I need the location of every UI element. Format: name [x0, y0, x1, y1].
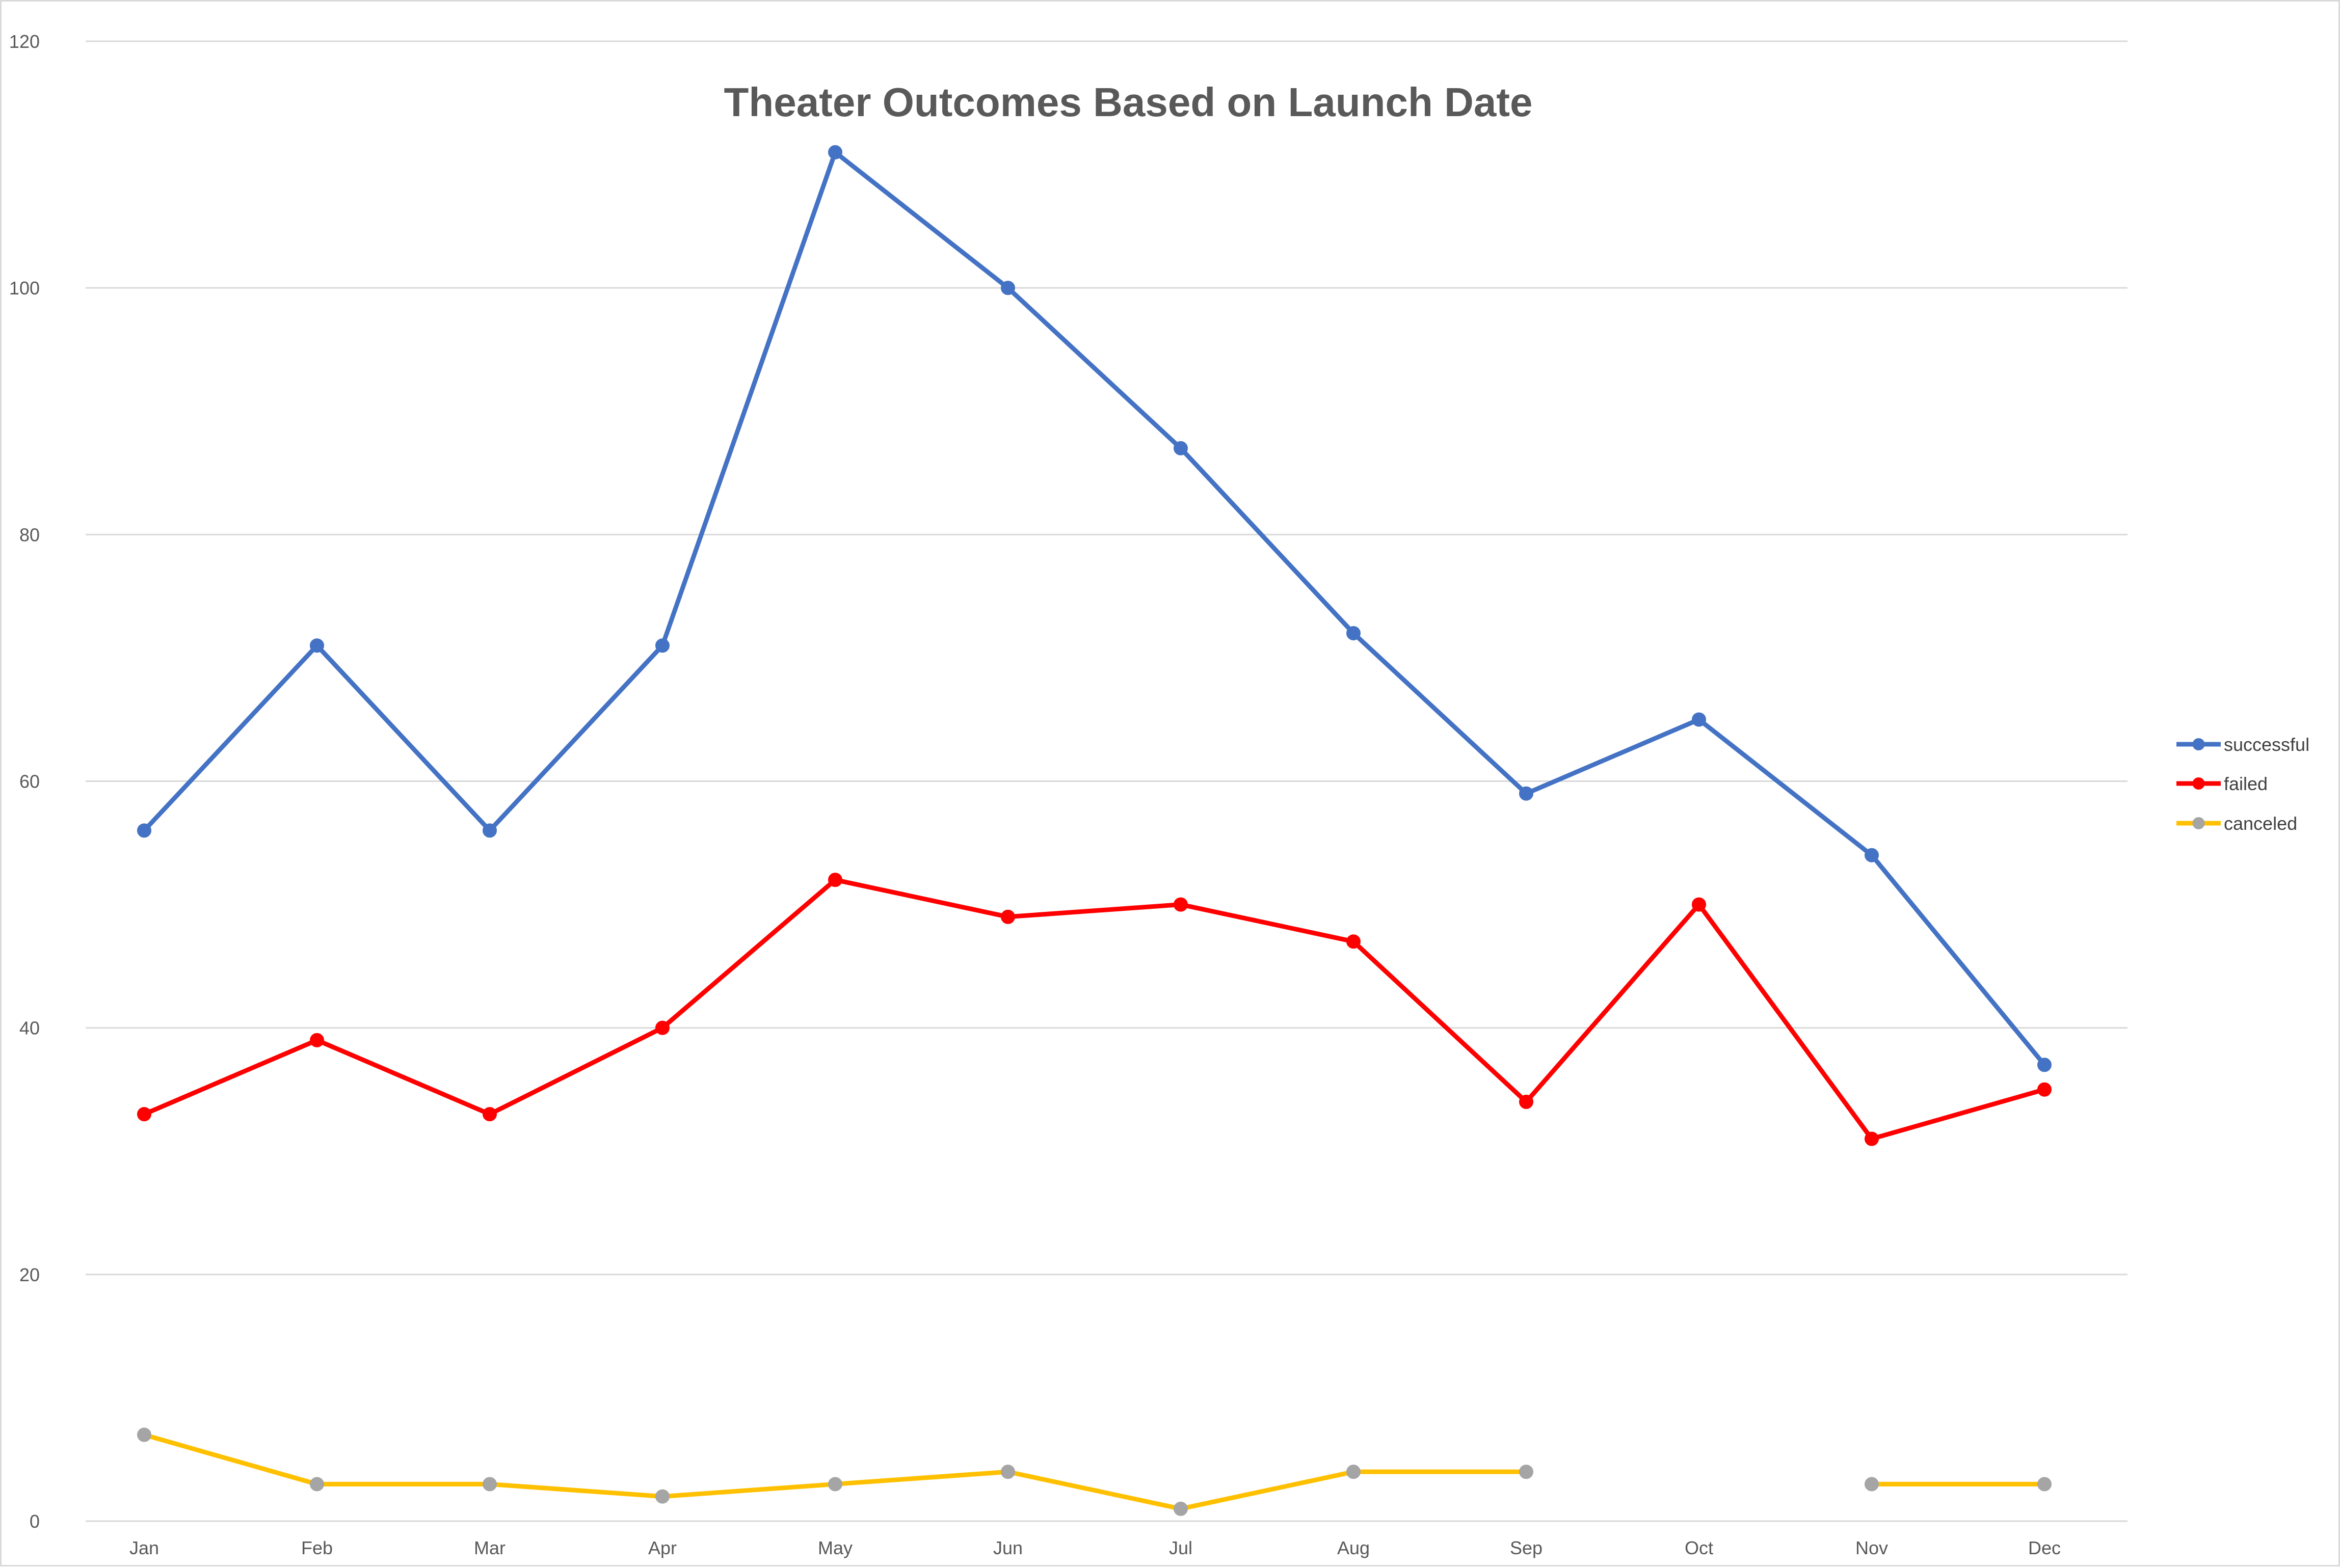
- y-tick-label: 120: [9, 31, 40, 52]
- data-point-failed-May: [828, 873, 842, 887]
- data-point-failed-Dec: [2037, 1082, 2052, 1097]
- series-line-canceled: [142, 1432, 1529, 1511]
- x-tick-label: Feb: [301, 1537, 333, 1558]
- y-tick-label: 80: [19, 524, 40, 545]
- x-tick-label: Mar: [474, 1537, 506, 1558]
- x-tick-label: Nov: [1855, 1537, 1888, 1558]
- data-point-successful-Apr: [655, 638, 670, 653]
- x-tick-label: Jul: [1169, 1537, 1192, 1558]
- x-axis-ticks: Jan Feb Mar Apr May Jun Jul Aug Sep Oct Nov Dec: [129, 1537, 2061, 1558]
- data-point-failed-Oct: [1692, 897, 1706, 912]
- legend-label-successful: successful: [2224, 734, 2309, 755]
- x-tick-label: May: [818, 1537, 853, 1558]
- data-point-canceled-Apr: [655, 1489, 670, 1504]
- data-point-failed-Feb: [310, 1033, 324, 1047]
- legend-item-canceled: canceled: [2176, 813, 2297, 834]
- data-point-failed-Jul: [1174, 897, 1188, 912]
- x-tick-label: Dec: [2028, 1537, 2061, 1558]
- data-point-successful-Dec: [2037, 1058, 2052, 1072]
- x-tick-label: Oct: [1685, 1537, 1713, 1558]
- data-point-successful-May: [828, 145, 842, 159]
- legend-marker-canceled: [2192, 817, 2205, 829]
- series-line-successful: [142, 150, 2047, 1067]
- data-point-successful-Aug: [1346, 626, 1361, 640]
- series-failed: [137, 873, 2052, 1146]
- data-point-successful-Nov: [1865, 848, 1879, 862]
- data-point-failed-Aug: [1346, 934, 1361, 949]
- x-tick-label: Jun: [993, 1537, 1023, 1558]
- data-point-canceled-Mar: [483, 1477, 497, 1492]
- chart-title: Theater Outcomes Based on Launch Date: [724, 79, 1532, 125]
- data-point-failed-Mar: [483, 1107, 497, 1122]
- data-point-canceled-Jun: [1001, 1465, 1015, 1479]
- data-point-failed-Jan: [137, 1107, 151, 1122]
- legend-label-canceled: canceled: [2224, 813, 2297, 834]
- y-axis-ticks: 0 20 40 60 80 100 120: [9, 31, 40, 1532]
- x-tick-label: Aug: [1337, 1537, 1370, 1558]
- data-point-successful-Oct: [1692, 712, 1706, 727]
- legend-label-failed: failed: [2224, 773, 2268, 794]
- legend: successful failed canceled: [2176, 734, 2309, 834]
- data-point-canceled-Aug: [1346, 1465, 1361, 1479]
- data-point-canceled-Dec: [2037, 1477, 2052, 1492]
- data-point-successful-Mar: [483, 823, 497, 838]
- x-tick-label: Sep: [1510, 1537, 1543, 1558]
- y-tick-label: 0: [30, 1511, 40, 1532]
- y-tick-label: 60: [19, 771, 40, 792]
- data-point-canceled-Jul: [1174, 1501, 1188, 1516]
- data-point-successful-Sep: [1519, 786, 1533, 801]
- gridlines: [86, 40, 2128, 1522]
- data-point-failed-Jun: [1001, 909, 1015, 924]
- x-tick-label: Apr: [648, 1537, 677, 1558]
- legend-item-failed: failed: [2176, 773, 2268, 794]
- data-point-canceled-May: [828, 1477, 842, 1492]
- data-point-successful-Jul: [1174, 441, 1188, 455]
- data-point-successful-Jan: [137, 823, 151, 838]
- data-point-canceled-Jan: [137, 1427, 151, 1442]
- x-tick-label: Jan: [129, 1537, 159, 1558]
- y-tick-label: 100: [9, 278, 40, 299]
- legend-marker-successful: [2192, 738, 2205, 750]
- y-tick-label: 40: [19, 1018, 40, 1039]
- data-point-successful-Jun: [1001, 281, 1015, 295]
- data-point-successful-Feb: [310, 638, 324, 653]
- data-point-canceled-Nov: [1865, 1477, 1879, 1492]
- data-point-canceled-Sep: [1519, 1465, 1533, 1479]
- series-successful: [137, 145, 2052, 1072]
- data-point-failed-Apr: [655, 1020, 670, 1035]
- legend-item-successful: successful: [2176, 734, 2309, 755]
- legend-marker-failed: [2192, 777, 2205, 790]
- data-point-failed-Nov: [1865, 1131, 1879, 1146]
- series-line-failed: [142, 877, 2047, 1142]
- data-point-canceled-Feb: [310, 1477, 324, 1492]
- y-tick-label: 20: [19, 1264, 40, 1285]
- series-canceled: [137, 1427, 2052, 1516]
- data-point-failed-Sep: [1519, 1094, 1533, 1109]
- series-layer: [137, 145, 2052, 1516]
